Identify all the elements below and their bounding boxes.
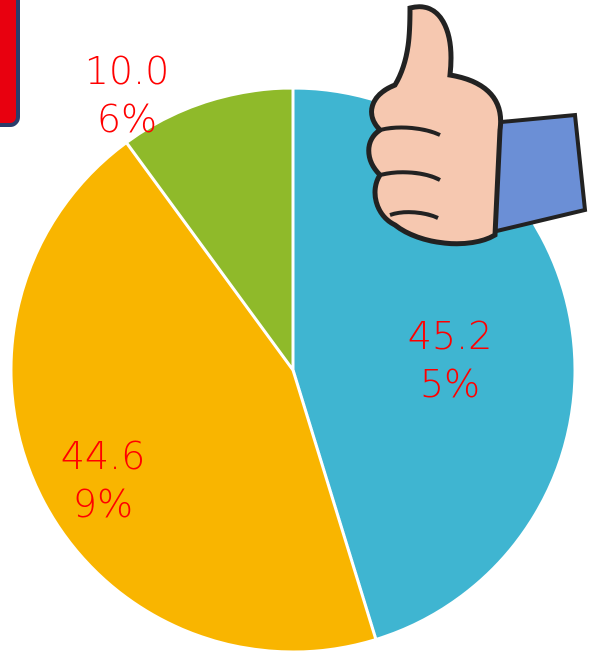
data-label: 10.06%: [68, 47, 186, 143]
data-label: 44.69%: [44, 432, 162, 528]
page: 45.25% 44.69% 10.06%: [0, 0, 590, 653]
decor-box: [0, 0, 18, 125]
thumbs-up-icon: [369, 7, 585, 244]
data-label: 45.25%: [391, 312, 509, 408]
